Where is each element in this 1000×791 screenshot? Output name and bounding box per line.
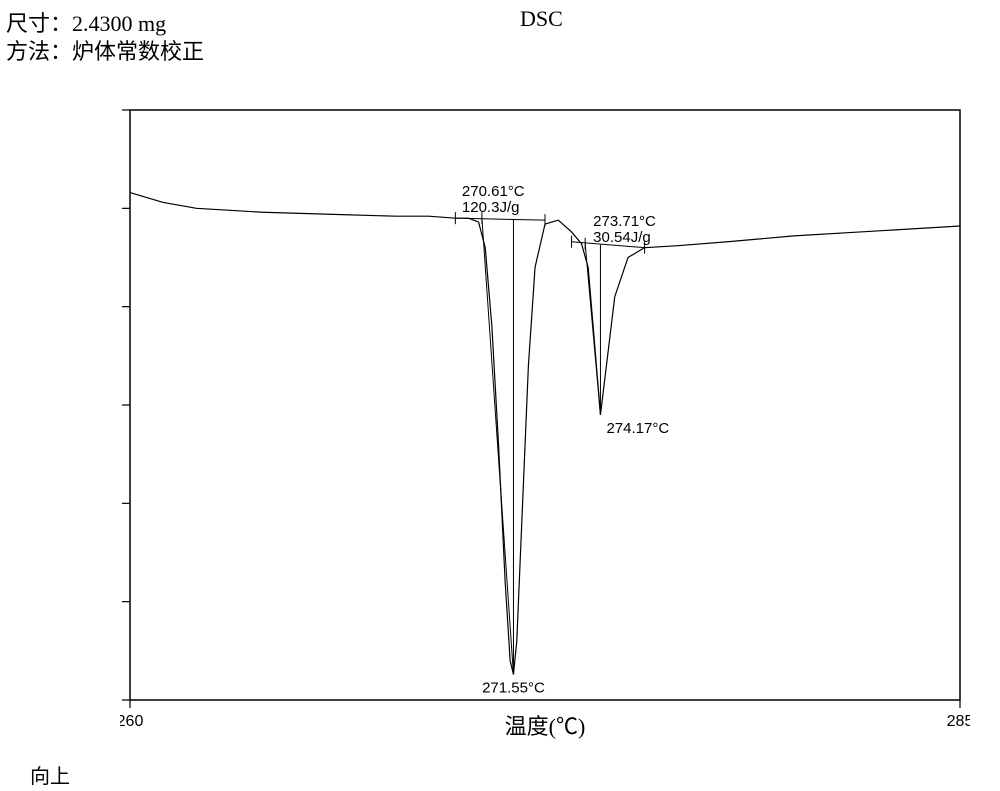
svg-text:270.61°C: 270.61°C [462,183,525,200]
method-value: 炉体常数校正 [72,39,204,64]
svg-text:260: 260 [120,713,143,730]
svg-text:120.3J/g: 120.3J/g [462,199,520,216]
chart-title: DSC [520,6,563,32]
svg-text:温度(℃): 温度(℃) [505,714,586,739]
svg-text:273.71°C: 273.71°C [593,213,656,230]
size-label: 尺寸： [6,11,72,36]
svg-text:30.54J/g: 30.54J/g [593,229,651,246]
size-value: 2.4300 mg [72,11,166,36]
svg-text:271.55°C: 271.55°C [482,679,545,696]
svg-text:285: 285 [947,713,970,730]
direction-label: 向上 [30,760,70,789]
svg-text:274.17°C: 274.17°C [606,420,669,437]
method-label: 方法： [6,39,72,64]
dsc-chart: -1.5-1.0-0.50.00.51.01.5260285温度(℃)热流(W/… [120,100,970,740]
